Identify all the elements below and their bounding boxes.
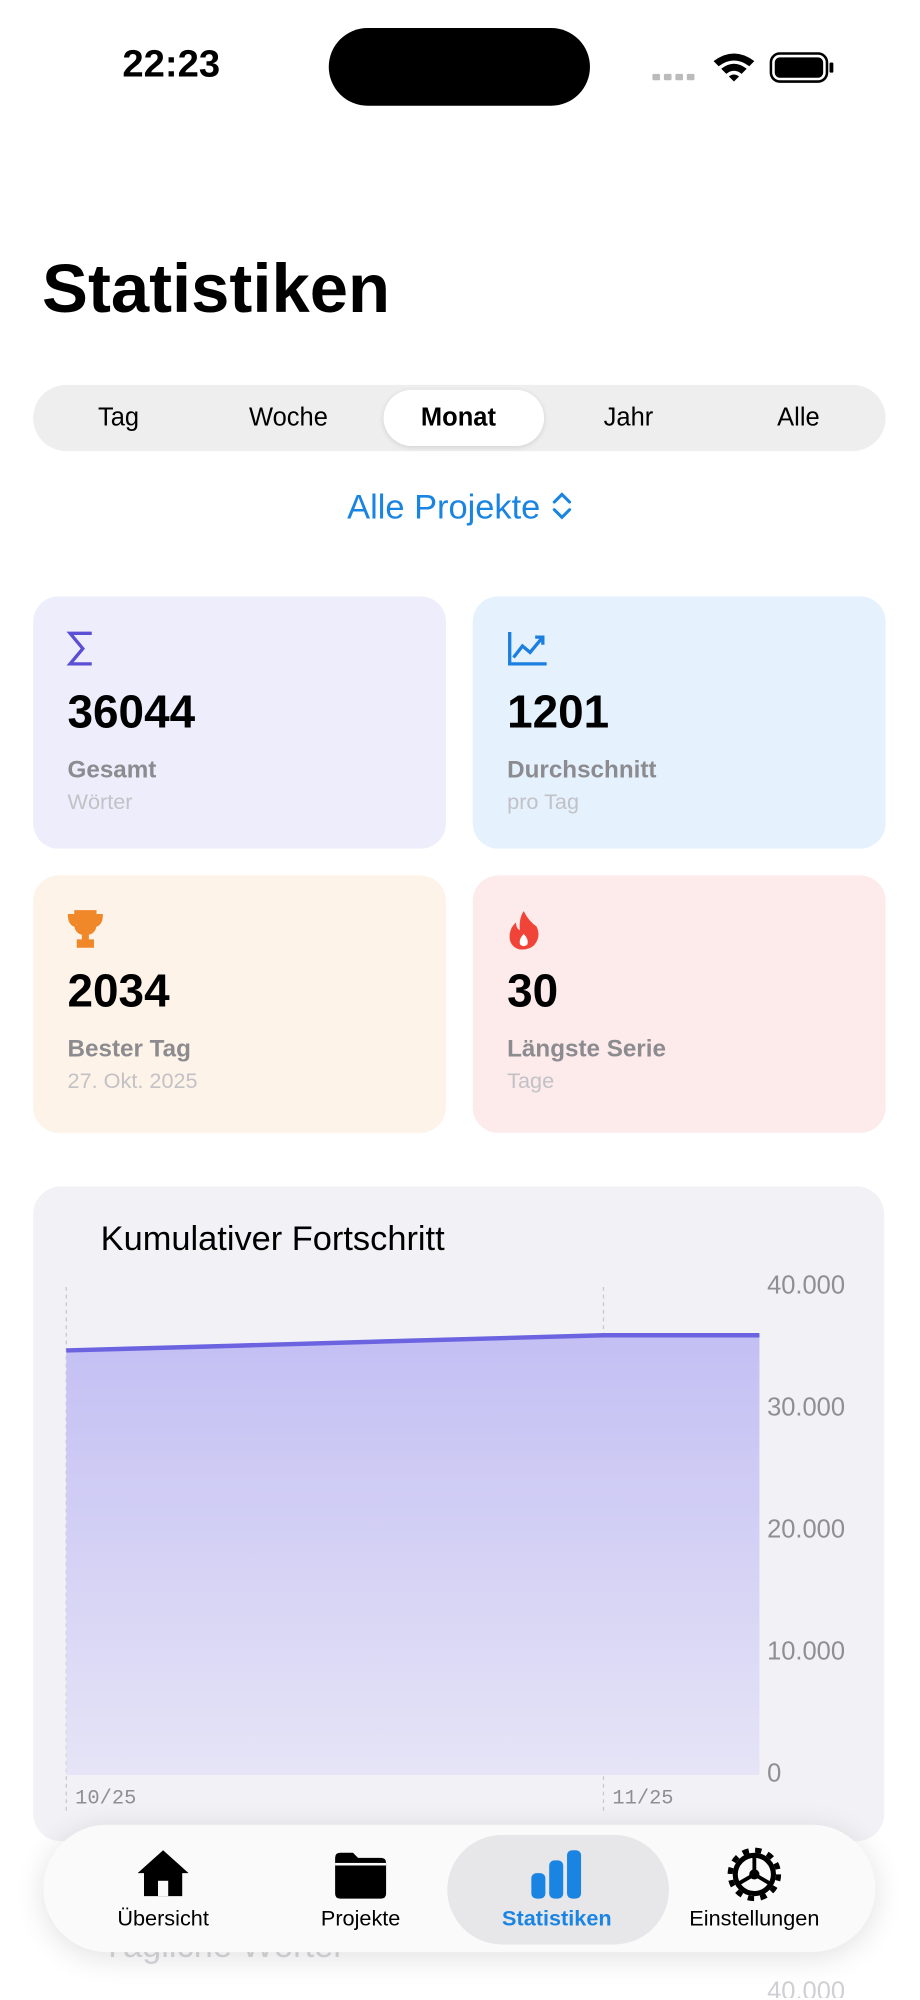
chart-icon bbox=[508, 632, 547, 666]
segment-selection bbox=[383, 389, 544, 446]
page-title: Statistiken bbox=[42, 251, 391, 328]
tab[interactable]: Projekte bbox=[259, 1825, 463, 1952]
tab-icon bbox=[727, 1847, 782, 1902]
stat-label: Gesamt bbox=[67, 756, 157, 784]
y-tick-label: 20.000 bbox=[767, 1516, 845, 1544]
tab[interactable]: Übersicht bbox=[61, 1825, 265, 1952]
stat-card: 30 Längste Serie Tage bbox=[472, 875, 886, 1133]
trophy-icon bbox=[67, 910, 103, 948]
dynamic-island bbox=[328, 28, 590, 106]
stat-sublabel: Tage bbox=[507, 1069, 555, 1094]
tab[interactable]: Statistiken bbox=[455, 1825, 659, 1952]
stat-label: Bester Tag bbox=[67, 1035, 191, 1063]
stat-sublabel: pro Tag bbox=[507, 790, 580, 815]
picker-label: Alle Projekte bbox=[347, 488, 541, 527]
tab-bar: Übersicht Projekte Statistiken Einstellunge… bbox=[43, 1824, 876, 1953]
tab[interactable]: Einstellungen bbox=[652, 1825, 856, 1952]
stat-label: Längste Serie bbox=[507, 1035, 666, 1063]
chart-panel: Kumulativer Fortschritt 10/25 11/25 0 10.00… bbox=[33, 1186, 885, 1842]
stat-value: 36044 bbox=[67, 685, 196, 738]
status-icons bbox=[652, 52, 834, 83]
chart-title: Kumulativer Fortschritt bbox=[101, 1220, 445, 1258]
status-time: 22:23 bbox=[122, 43, 221, 86]
x-tick-label: 10/25 bbox=[75, 1787, 136, 1810]
flame-icon bbox=[509, 911, 539, 950]
tab-label: Statistiken bbox=[502, 1906, 612, 1931]
stat-sublabel: Wörter bbox=[67, 790, 133, 815]
area bbox=[66, 1335, 760, 1776]
y-tick-label: 30.000 bbox=[767, 1394, 845, 1422]
tab-label: Einstellungen bbox=[689, 1906, 820, 1931]
stat-card: 2034 Bester Tag 27. Okt. 2025 bbox=[33, 875, 446, 1133]
segment[interactable]: Woche bbox=[249, 403, 328, 432]
tab-icon bbox=[531, 1850, 582, 1899]
stat-card: 36044 Gesamt Wörter bbox=[33, 596, 446, 849]
chevron bbox=[552, 492, 571, 520]
tab-label: Übersicht bbox=[117, 1906, 209, 1931]
sigma-icon bbox=[66, 631, 92, 666]
stat-card: 1201 Durchschnitt pro Tag bbox=[472, 596, 886, 849]
line bbox=[66, 1333, 760, 1353]
chart: Kumulativer Fortschritt 10/25 11/25 0 10.00… bbox=[65, 1220, 845, 1814]
tab-label: Projekte bbox=[320, 1906, 401, 1931]
project-picker[interactable]: Alle Projekte bbox=[0, 488, 920, 528]
segment[interactable]: Jahr bbox=[603, 403, 654, 432]
stat-sublabel: 27. Okt. 2025 bbox=[67, 1069, 198, 1094]
y-tick-label: 0 bbox=[767, 1760, 781, 1788]
y-tick-label: 40.000 bbox=[767, 1977, 846, 1999]
y-tick-label: 10.000 bbox=[767, 1638, 845, 1666]
x-tick-label: 11/25 bbox=[612, 1787, 673, 1810]
tab-icon bbox=[335, 1852, 387, 1899]
stat-value: 1201 bbox=[507, 685, 610, 738]
tab-icon bbox=[137, 1850, 189, 1897]
stat-label: Durchschnitt bbox=[507, 756, 657, 784]
segment[interactable]: Tag bbox=[97, 403, 140, 432]
segment[interactable]: Alle bbox=[777, 403, 820, 432]
y-tick-label: 40.000 bbox=[767, 1272, 845, 1300]
stat-value: 30 bbox=[507, 964, 559, 1017]
stat-value: 2034 bbox=[67, 964, 170, 1017]
segment[interactable]: Monat bbox=[420, 403, 496, 432]
segmented-control: Tag Woche Monat Jahr Alle bbox=[33, 384, 886, 452]
